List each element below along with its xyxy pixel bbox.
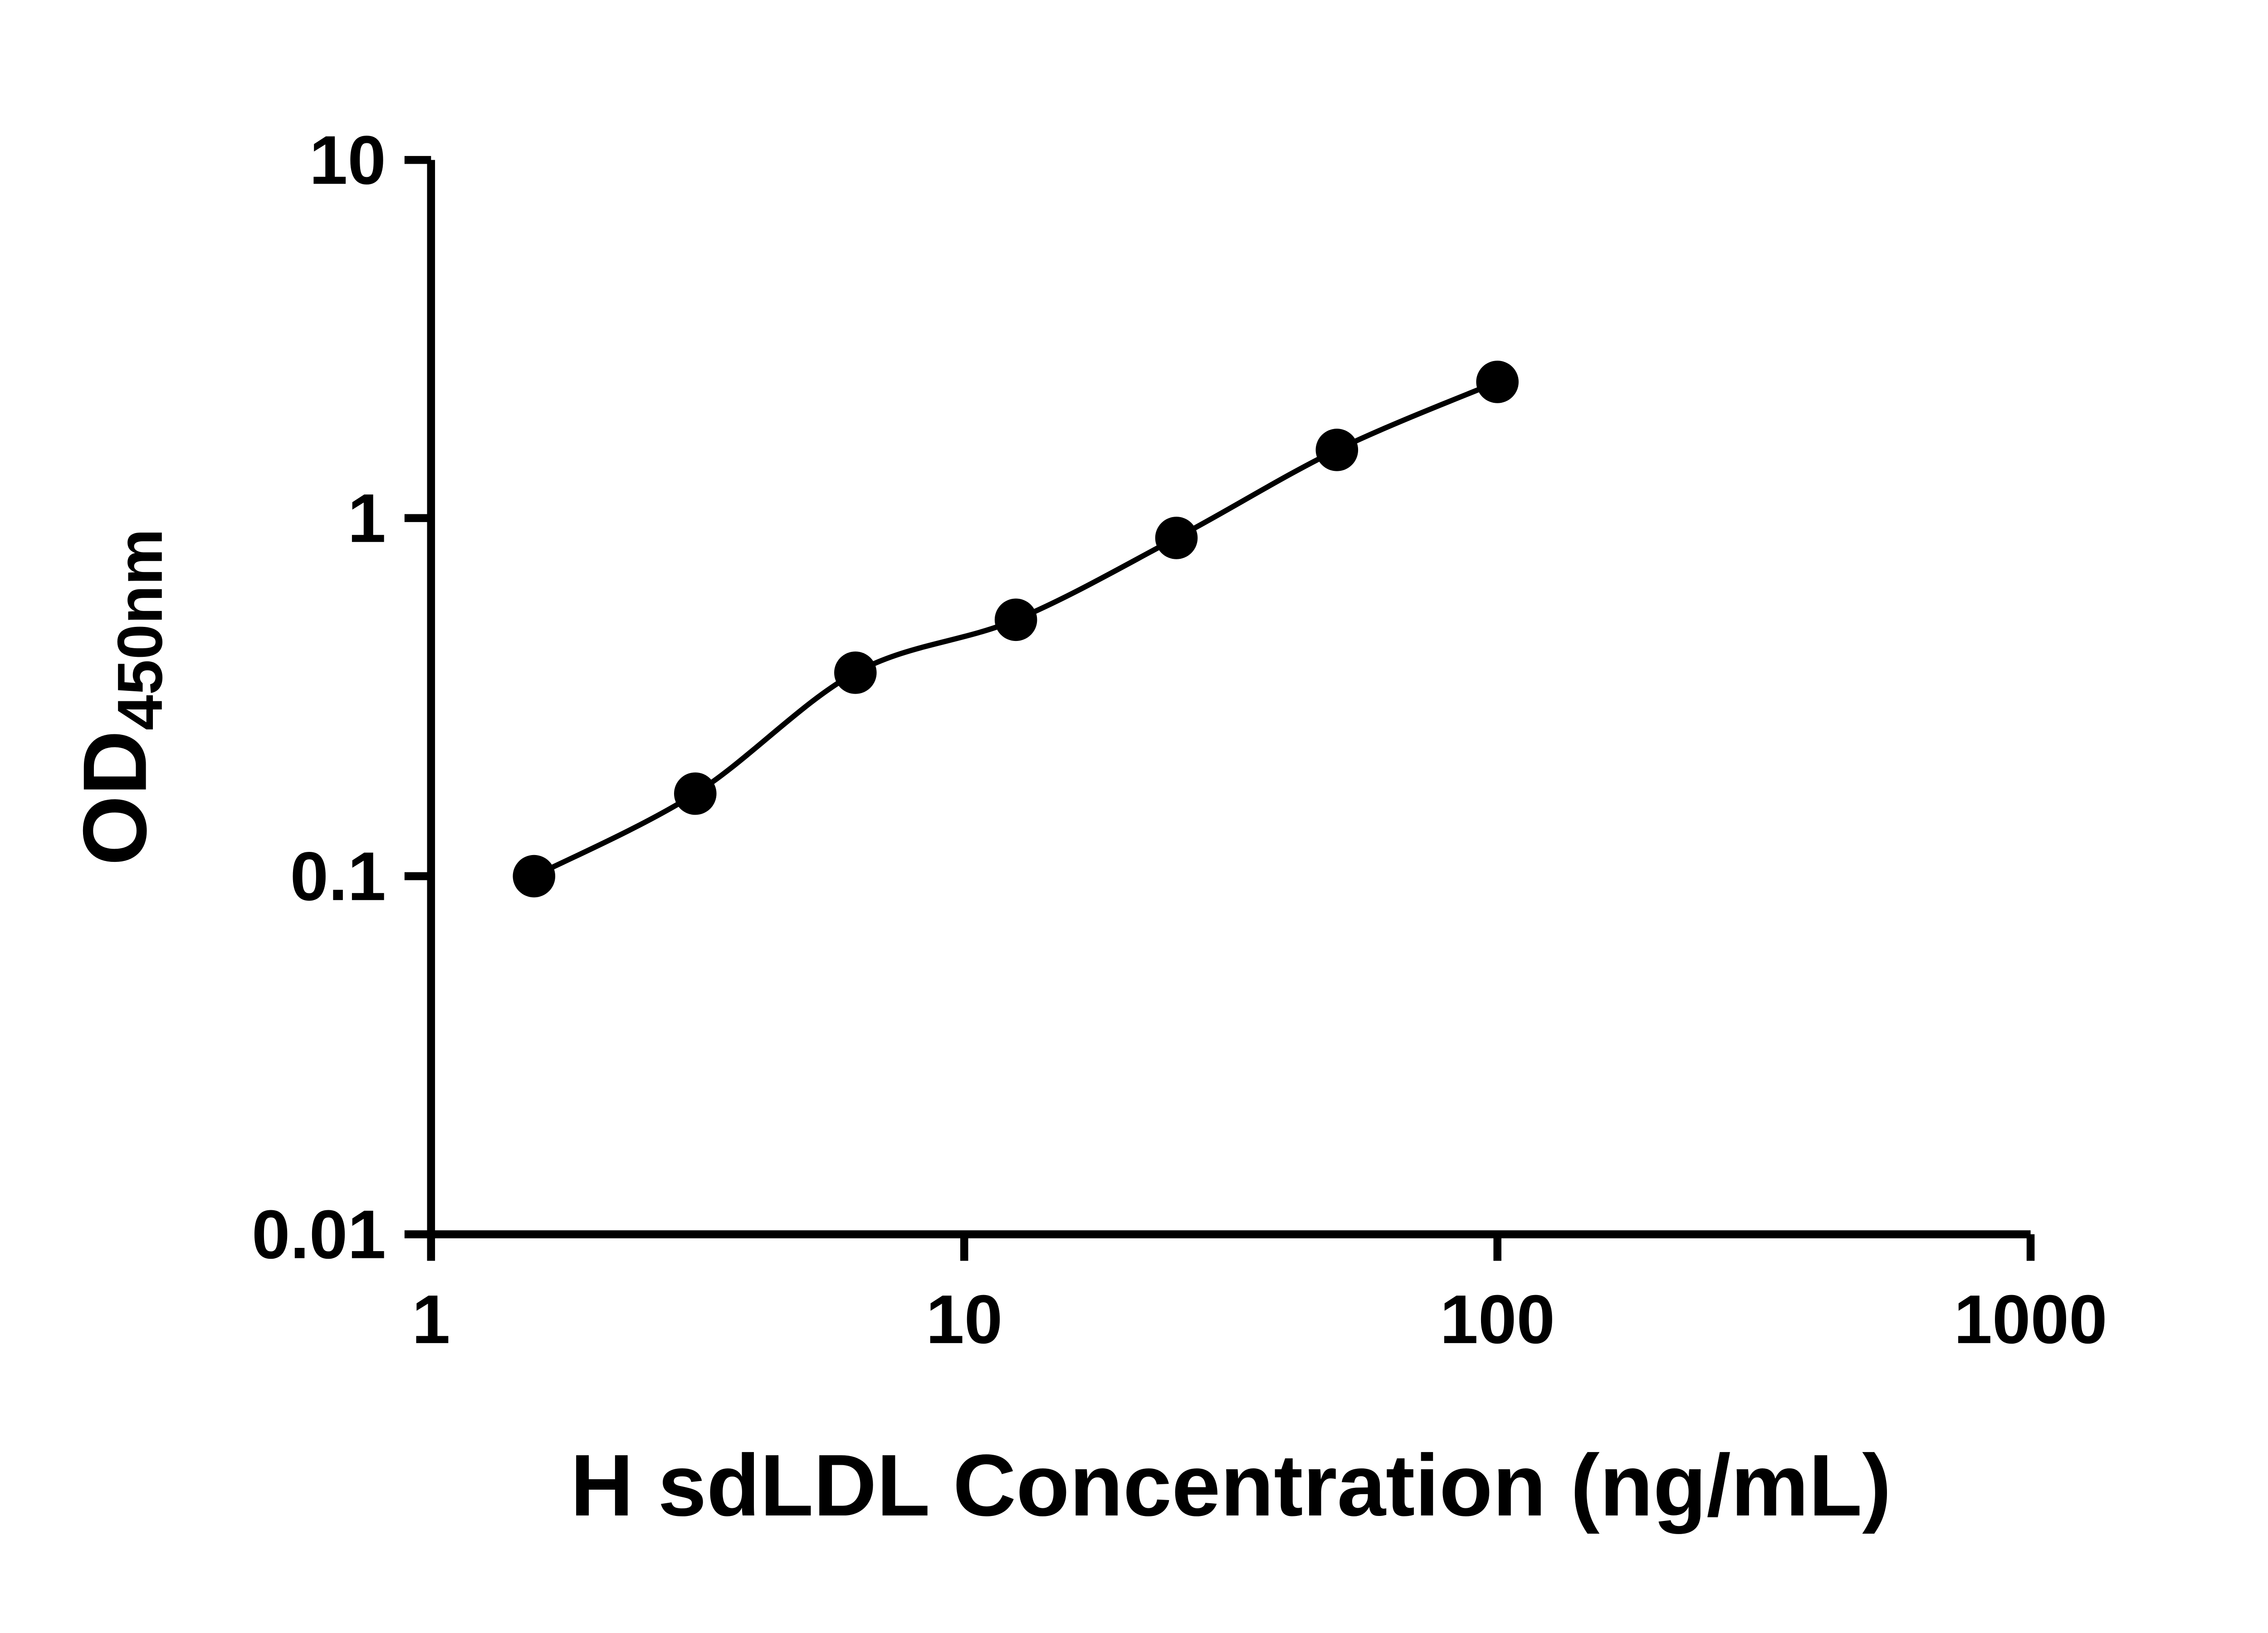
axis-lines xyxy=(427,160,2031,1238)
x-axis-title: H sdLDL Concentration (ng/mL) xyxy=(570,1436,1891,1534)
x-tick-label: 1 xyxy=(412,1281,450,1358)
y-tick-label: 0.01 xyxy=(252,1196,386,1273)
data-point xyxy=(1315,429,1359,471)
data-point xyxy=(513,855,556,898)
data-point xyxy=(1155,517,1198,559)
y-tick-label: 10 xyxy=(309,122,386,199)
y-axis-title: OD450nm xyxy=(65,528,176,865)
data-point xyxy=(994,598,1037,641)
y-tick-label: 0.1 xyxy=(290,838,386,915)
x-tick-label: 100 xyxy=(1440,1281,1555,1358)
x-tick-label: 10 xyxy=(926,1281,1002,1358)
x-tick-label: 1000 xyxy=(1954,1281,2107,1358)
data-point xyxy=(834,651,877,694)
y-tick-label: 1 xyxy=(347,480,386,557)
data-point xyxy=(674,772,717,815)
data-point xyxy=(1476,361,1519,403)
